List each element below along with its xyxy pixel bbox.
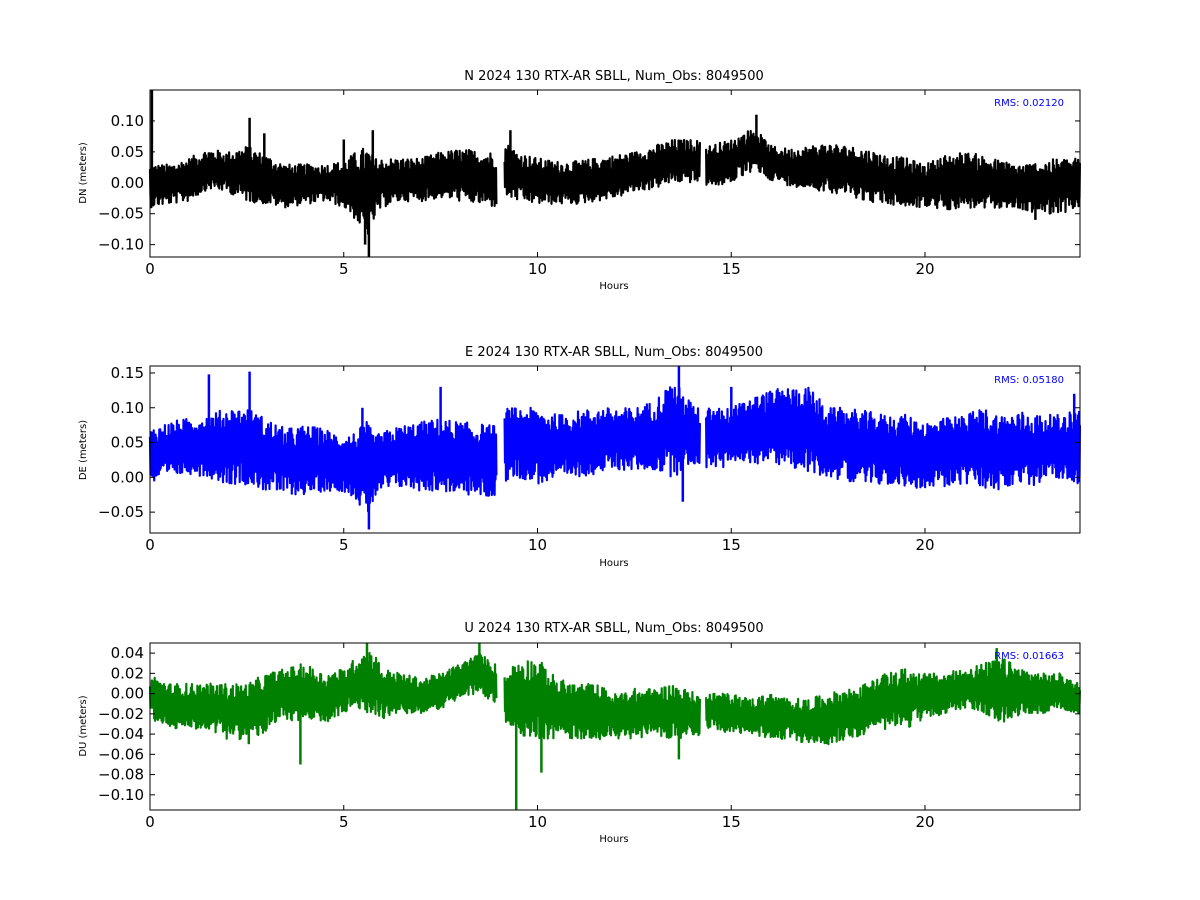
- y-tick-label: 0.10: [111, 399, 144, 417]
- series-segment-2: [705, 658, 1081, 746]
- series-segment-2: [705, 129, 1081, 215]
- series-layer: [148, 643, 1081, 810]
- x-tick-label: 5: [339, 813, 349, 831]
- plot-frame: [149, 642, 1081, 811]
- series-segment-0: [148, 652, 498, 741]
- x-tick-label: 10: [528, 536, 547, 554]
- y-tick-label: 0.00: [111, 174, 144, 192]
- x-tick-label: 0: [145, 536, 155, 554]
- x-tick-label: 5: [339, 536, 349, 554]
- x-tick-label: 10: [528, 813, 547, 831]
- x-axis-label: Hours: [599, 834, 628, 845]
- y-tick-label: −0.10: [98, 786, 144, 804]
- panel-title: U 2024 130 RTX-AR SBLL, Num_Obs: 8049500: [464, 621, 763, 636]
- ticks-layer: 0 5 10 15 20 −0.10 −0.08 −0.06 −0.04 −0.02 0.00 0.0…: [98, 642, 1081, 831]
- x-tick-label: 10: [528, 260, 547, 278]
- y-tick-label: −0.05: [98, 205, 144, 223]
- plot-frame: [149, 89, 1081, 258]
- ticks-layer: 0 5 10 15 20 −0.05 0.00 0.05 0.10 0.15: [98, 364, 1081, 554]
- x-tick-label: 0: [145, 260, 155, 278]
- x-tick-label: 20: [915, 260, 934, 278]
- y-tick-label: 0.05: [111, 143, 144, 161]
- y-tick-label: −0.02: [98, 705, 144, 723]
- plot-frame: [149, 365, 1081, 534]
- x-tick-label: 20: [915, 536, 934, 554]
- y-axis-label: DE (meters): [78, 420, 89, 480]
- y-tick-label: 0.10: [111, 112, 144, 130]
- x-axis-label: Hours: [599, 281, 628, 292]
- series-layer: [148, 366, 1081, 530]
- y-tick-label: 0.04: [111, 644, 144, 662]
- panel-title: E 2024 130 RTX-AR SBLL, Num_Obs: 8049500: [465, 345, 763, 360]
- x-tick-label: 5: [339, 260, 349, 278]
- x-axis-label: Hours: [599, 558, 628, 569]
- x-tick-label: 0: [145, 813, 155, 831]
- y-tick-label: 0.05: [111, 434, 144, 452]
- panel-up: U 2024 130 RTX-AR SBLL, Num_Obs: 8049500…: [78, 621, 1081, 845]
- y-tick-label: −0.05: [98, 503, 144, 521]
- rms-annotation: RMS: 0.05180: [994, 375, 1064, 386]
- x-tick-label: 15: [722, 813, 741, 831]
- x-tick-label: 15: [722, 536, 741, 554]
- y-tick-label: −0.04: [98, 725, 144, 743]
- y-tick-label: 0.00: [111, 685, 144, 703]
- series-layer: [148, 90, 1081, 257]
- panel-east: E 2024 130 RTX-AR SBLL, Num_Obs: 8049500…: [78, 345, 1081, 569]
- y-tick-label: −0.06: [98, 745, 144, 763]
- panel-title: N 2024 130 RTX-AR SBLL, Num_Obs: 8049500: [464, 69, 763, 84]
- series-segment-2: [705, 386, 1081, 491]
- panel-north: N 2024 130 RTX-AR SBLL, Num_Obs: 8049500…: [78, 69, 1081, 292]
- x-tick-label: 20: [915, 813, 934, 831]
- y-axis-label: DN (meters): [78, 142, 89, 204]
- series-segment-0: [148, 146, 498, 235]
- rms-annotation: RMS: 0.02120: [994, 98, 1064, 109]
- series-segment-1: [503, 386, 701, 485]
- y-tick-label: 0.15: [111, 364, 144, 382]
- rms-annotation: RMS: 0.01663: [994, 651, 1064, 662]
- y-tick-label: 0.02: [111, 664, 144, 682]
- ticks-layer: 0 5 10 15 20 −0.10 −0.05 0.00 0.05 0.10: [98, 89, 1081, 278]
- y-axis-label: DU (meters): [78, 695, 89, 756]
- y-tick-label: −0.10: [98, 236, 144, 254]
- x-tick-label: 15: [722, 260, 741, 278]
- y-tick-label: 0.00: [111, 468, 144, 486]
- series-segment-1: [503, 660, 701, 741]
- series-segment-1: [503, 138, 701, 205]
- y-tick-label: −0.08: [98, 766, 144, 784]
